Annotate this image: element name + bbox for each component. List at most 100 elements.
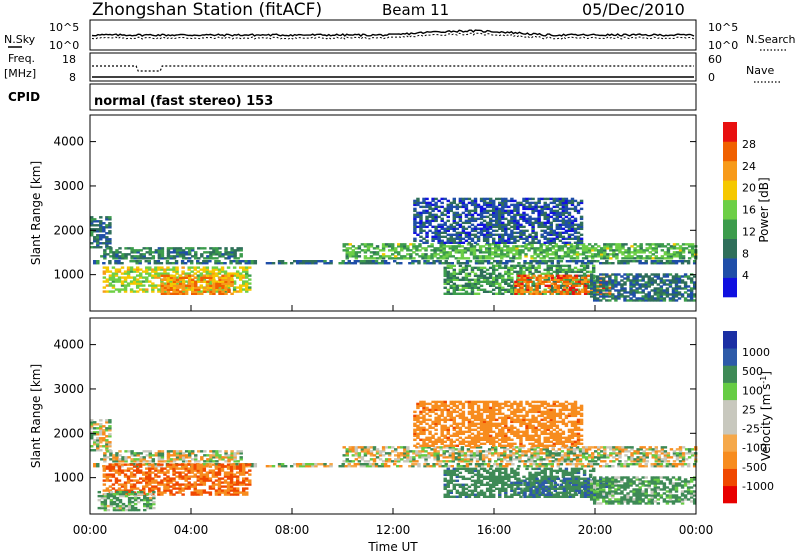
heatmap-cell <box>662 465 667 468</box>
heatmap-cell <box>446 211 450 215</box>
heatmap-cell <box>606 257 610 260</box>
heatmap-cell <box>368 262 373 265</box>
heatmap-cell <box>484 243 489 246</box>
heatmap-cell <box>615 255 619 258</box>
heatmap-cell <box>510 284 514 288</box>
heatmap-cell <box>184 290 189 293</box>
heatmap-cell <box>169 463 173 466</box>
noise-right-tick-high: 10^5 <box>708 21 738 34</box>
heatmap-cell <box>674 465 679 468</box>
heatmap-cell <box>148 452 153 455</box>
heatmap-cell <box>534 219 538 223</box>
heatmap-cell <box>160 460 165 463</box>
heatmap-cell <box>169 247 174 250</box>
heatmap-cell <box>469 454 474 457</box>
heatmap-cell <box>614 273 618 276</box>
heatmap-cell <box>479 209 484 213</box>
heatmap-cell <box>353 260 358 263</box>
heatmap-cell <box>103 458 107 461</box>
heatmap-cell <box>551 253 555 256</box>
heatmap-cell <box>390 249 395 252</box>
heatmap-cell <box>603 253 607 256</box>
heatmap-cell <box>217 286 222 289</box>
heatmap-cell <box>484 249 489 252</box>
heatmap-cell <box>149 504 153 508</box>
heatmap-cell <box>199 477 204 480</box>
velocity-heatmap <box>90 400 698 512</box>
heatmap-cell <box>626 465 630 468</box>
heatmap-cell <box>487 452 492 455</box>
heatmap-cell <box>534 217 538 221</box>
heatmap-cell <box>517 274 521 278</box>
heatmap-cell <box>299 260 303 263</box>
heatmap-cell <box>512 253 516 256</box>
heatmap-cell <box>566 255 571 258</box>
heatmap-cell <box>671 260 676 263</box>
heatmap-cell <box>199 493 204 496</box>
heatmap-cell <box>235 475 240 478</box>
heatmap-cell <box>528 219 532 223</box>
heatmap-cell <box>147 260 151 263</box>
heatmap-cell <box>538 262 542 265</box>
heatmap-cell <box>581 257 586 260</box>
heatmap-cell <box>242 266 246 269</box>
heatmap-cell <box>530 247 534 250</box>
heatmap-cell <box>133 492 138 496</box>
heatmap-cell <box>172 460 177 463</box>
heatmap-cell <box>549 215 553 219</box>
heatmap-cell <box>102 469 107 472</box>
heatmap-cell <box>148 268 152 271</box>
heatmap-cell <box>96 439 100 442</box>
heatmap-cell <box>232 473 237 476</box>
heatmap-cell <box>211 481 216 484</box>
heatmap-cell <box>525 207 529 211</box>
heatmap-cell <box>236 452 240 455</box>
heatmap-cell <box>470 217 475 221</box>
heatmap-cell <box>567 219 572 223</box>
heatmap-cell <box>196 266 200 269</box>
heatmap-cell <box>223 284 228 287</box>
heatmap-cell <box>635 283 639 286</box>
heatmap-cell <box>621 247 625 250</box>
heatmap-cell <box>461 276 466 280</box>
heatmap-cell <box>415 454 419 457</box>
heatmap-cell <box>533 257 537 260</box>
heatmap-cell <box>154 270 158 273</box>
heatmap-cell <box>202 481 207 484</box>
heatmap-cell <box>227 257 231 260</box>
heatmap-cell <box>443 292 447 295</box>
heatmap-cell <box>585 264 590 268</box>
heatmap-cell <box>323 262 327 265</box>
heatmap-cell <box>223 491 228 494</box>
heatmap-cell <box>473 278 478 282</box>
heatmap-cell <box>498 264 502 268</box>
heatmap-cell <box>614 289 618 292</box>
heatmap-cell <box>105 427 109 430</box>
heatmap-cell <box>403 257 407 260</box>
heatmap-cell <box>320 260 324 263</box>
heatmap-cell <box>522 203 526 207</box>
heatmap-cell <box>516 231 520 235</box>
heatmap-cell <box>495 292 499 295</box>
heatmap-cell <box>421 255 425 258</box>
heatmap-cell <box>455 272 460 276</box>
heatmap-cell <box>638 279 642 282</box>
heatmap-cell <box>120 288 125 291</box>
heatmap-cell <box>487 448 492 451</box>
heatmap-cell <box>529 276 533 280</box>
heatmap-cell <box>245 286 249 289</box>
heatmap-cell <box>503 243 507 246</box>
heatmap-cell <box>209 450 213 453</box>
heatmap-cell <box>585 284 590 288</box>
heatmap-cell <box>362 260 367 263</box>
heatmap-cell <box>543 268 547 272</box>
heatmap-cell <box>208 288 213 291</box>
heatmap-cell <box>416 199 420 203</box>
heatmap-cell <box>506 247 510 250</box>
heatmap-cell <box>384 446 389 449</box>
heatmap-cell <box>437 199 441 203</box>
heatmap-cell <box>193 469 197 472</box>
heatmap-cell <box>568 276 573 280</box>
heatmap-cell <box>165 262 170 265</box>
heatmap-cell <box>242 280 246 283</box>
